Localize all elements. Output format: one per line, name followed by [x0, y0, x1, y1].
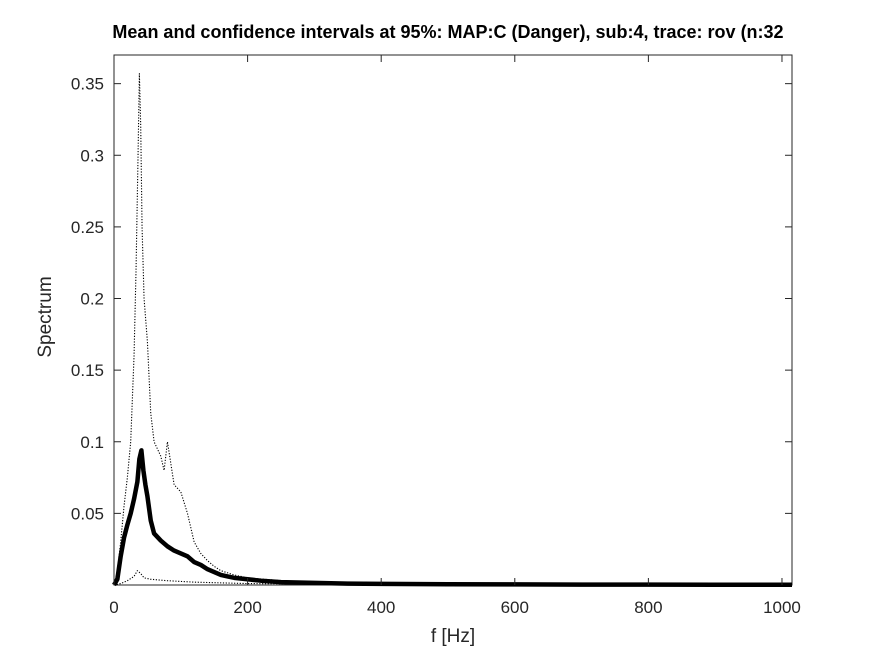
y-tick-label: 0.25 [71, 218, 104, 237]
chart-title: Mean and confidence intervals at 95%: MA… [112, 22, 783, 42]
y-tick-label: 0.35 [71, 75, 104, 94]
series-line-lower-confidence-bound [113, 570, 793, 586]
y-ticks: 0.05 0.1 0.15 0.2 0.25 0.3 0.35 [71, 75, 792, 523]
x-tick-label: 400 [367, 598, 395, 617]
y-tick-label: 0.15 [71, 361, 104, 380]
y-tick-label: 0.2 [80, 290, 104, 309]
x-tick-label: 0 [109, 598, 118, 617]
series-layer [112, 73, 793, 587]
x-tick-label: 800 [634, 598, 662, 617]
y-tick-label: 0.05 [71, 504, 104, 523]
x-tick-label: 600 [501, 598, 529, 617]
axes-box [113, 54, 793, 586]
x-axis-label: f [Hz] [431, 626, 475, 647]
series-line-upper-confidence-bound [113, 73, 793, 586]
y-tick-label: 0.3 [80, 146, 104, 165]
plot-area [112, 54, 793, 587]
x-tick-label: 1000 [763, 598, 801, 617]
x-ticks: 0 200 400 600 800 1000 [109, 55, 801, 617]
y-tick-label: 0.1 [80, 433, 104, 452]
y-axis-label: Spectrum [35, 276, 56, 357]
x-tick-label: 200 [233, 598, 261, 617]
